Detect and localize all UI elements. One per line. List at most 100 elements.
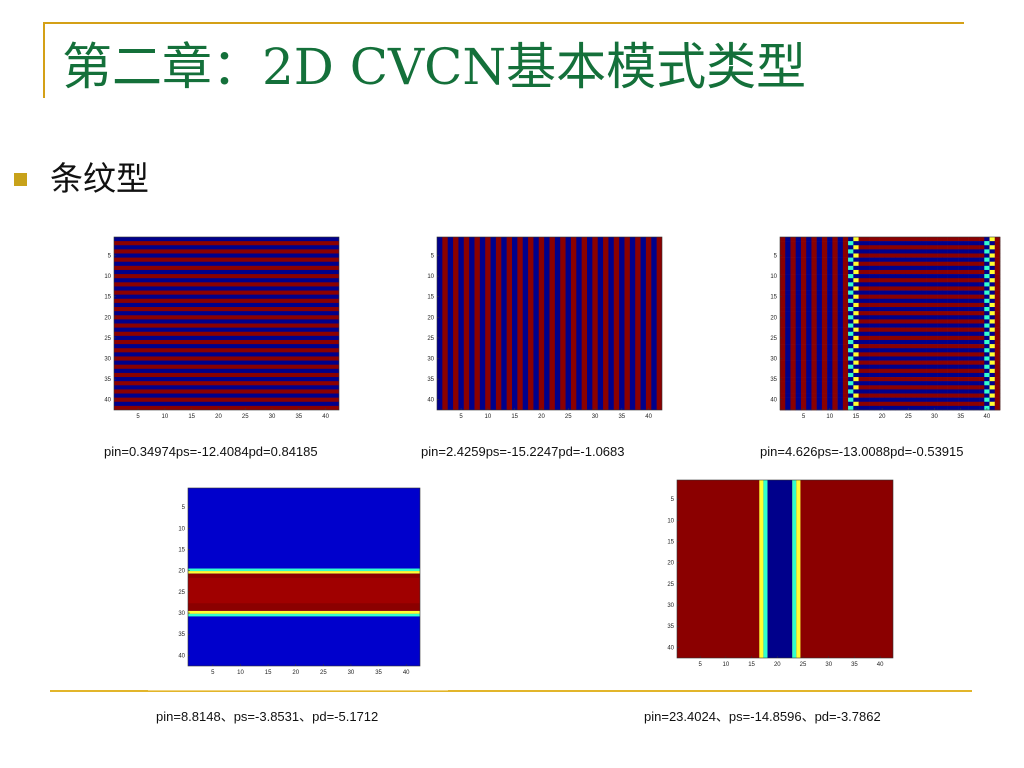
heatmap-cell [795,360,802,365]
heatmap-cell [811,323,817,328]
heatmap-cell [921,331,927,337]
heatmap-cell [884,245,891,250]
heatmap-cell [827,319,833,324]
heatmap-cell [816,307,823,312]
heatmap-cell [832,315,838,320]
heatmap-cell [926,327,933,333]
heatmap-cell [879,389,886,394]
heatmap-cell [963,339,969,345]
heatmap-cell [931,385,938,390]
heatmap-cell [821,307,828,312]
heatmap-cell [874,372,880,378]
heatmap-cell [984,331,990,337]
heatmap-cell [984,294,990,300]
heatmap-cell [921,397,927,403]
heatmap-cell [780,274,786,279]
heatmap-cell [863,269,870,275]
heatmap-cell [858,307,865,312]
heatmap-cell [979,401,985,407]
heatmap-cell [931,261,938,267]
heatmap-cell [895,344,901,349]
heatmap-cell [827,323,833,328]
heatmap-stripe [114,360,339,365]
heatmap-cell [853,261,859,267]
heatmap-cell [937,327,943,333]
plot-frame [676,479,894,659]
heatmap-cell [869,335,875,341]
heatmap-cell [800,261,807,267]
x-tick-label: 15 [511,414,518,420]
heatmap-cell [905,241,912,246]
heatmap-cell [931,294,938,300]
heatmap-cell [910,352,917,357]
heatmap-cell [858,339,865,345]
heatmap-cell [806,331,812,337]
heatmap-cell [900,290,907,295]
heatmap-cell [806,397,812,403]
heatmap-cell [879,352,886,357]
heatmap-cell [926,319,933,324]
heatmap-cell [869,389,875,394]
heatmap-cell [952,253,959,258]
heatmap-cell [947,331,954,337]
heatmap-cell [937,315,943,320]
heatmap-cell [958,368,964,374]
heatmap-cell [931,389,938,394]
x-tick-label: 10 [162,414,169,420]
heatmap-cell [816,253,823,258]
heatmap-cell [963,290,969,295]
heatmap-stripe [114,302,339,308]
heatmap-cell [858,274,865,279]
heatmap-cell [973,319,980,324]
heatmap-cell [874,269,880,275]
heatmap-cell [806,245,812,250]
heatmap-cell [869,278,875,283]
heatmap-cell [905,286,912,291]
plot-caption-3: pin=4.626ps=-13.0088pd=-0.53915 [760,444,964,459]
heatmap-cell [973,257,980,263]
heatmap-cell [816,360,823,365]
heatmap-cell [905,348,912,353]
heatmap-cell [958,331,964,337]
heatmap-cell [952,360,959,365]
heatmap-cell [895,339,901,345]
heatmap-cell [795,377,802,382]
heatmap-cell [895,385,901,390]
heatmap-cell [790,381,797,386]
heatmap-cell [921,381,927,386]
heatmap-cell [916,245,922,250]
y-tick-label: 35 [104,377,111,383]
heatmap-cell [842,241,849,246]
heatmap-cell [900,286,907,291]
heatmap-cell [958,311,964,316]
heatmap-cell [968,368,975,374]
heatmap-cell [842,356,849,361]
x-tick-label: 15 [853,414,860,420]
heatmap-cell [827,397,833,403]
heatmap-cell [910,323,917,328]
heatmap-cell [989,269,996,275]
heatmap-cell [848,339,854,345]
heatmap-cell [989,327,996,333]
heatmap-cell [979,339,985,345]
heatmap-cell [780,249,786,254]
heatmap-cell [869,290,875,295]
heatmap-cell [926,282,933,287]
heatmap-cell [874,377,880,382]
heatmap-cell [884,352,891,357]
heatmap-cell [863,377,870,382]
y-tick-label: 40 [104,398,111,404]
heatmap-cell [979,307,985,312]
heatmap-cell [989,335,996,341]
heatmap-cell [984,372,990,378]
heatmap-cell [968,278,975,283]
heatmap-cell [958,393,964,398]
heatmap-cell [963,327,969,333]
heatmap-stripe [597,237,604,410]
heatmap-cell [994,290,1001,295]
heatmap-cell [942,315,948,320]
heatmap-cell [942,294,948,300]
heatmap-cell [853,298,859,304]
heatmap-cell [884,261,891,267]
heatmap-cell [821,389,828,394]
